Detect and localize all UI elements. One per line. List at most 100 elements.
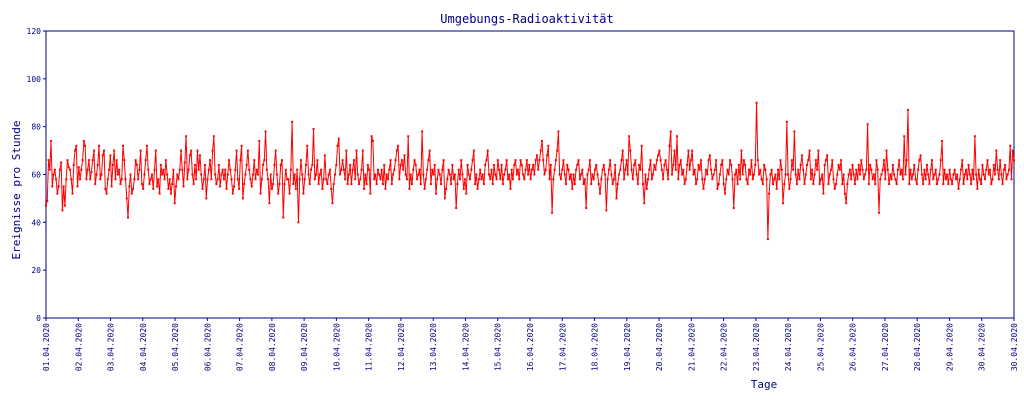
data-point <box>357 183 360 186</box>
data-point <box>187 168 190 171</box>
data-point <box>331 202 334 205</box>
data-point <box>1011 149 1014 152</box>
data-point <box>919 154 922 157</box>
data-point <box>501 183 504 186</box>
data-point <box>611 183 614 186</box>
data-point <box>775 187 778 190</box>
data-point <box>730 163 733 166</box>
data-point <box>270 187 273 190</box>
data-point <box>760 178 763 181</box>
data-point <box>182 185 185 188</box>
data-point <box>648 168 651 171</box>
data-point <box>529 178 532 181</box>
data-point <box>740 149 743 152</box>
x-tick-label: 16.04.2020 <box>526 323 535 371</box>
data-point <box>510 168 513 171</box>
data-point <box>663 163 666 166</box>
data-point <box>277 192 280 195</box>
data-point <box>361 149 364 152</box>
data-point <box>51 185 54 188</box>
y-axis-label: Ereignisse pro Stunde <box>10 120 23 259</box>
data-point <box>130 192 133 195</box>
data-point <box>802 168 805 171</box>
data-point <box>567 168 570 171</box>
data-point <box>79 178 82 181</box>
data-point <box>657 154 660 157</box>
data-point <box>379 178 382 181</box>
data-point <box>50 140 53 143</box>
data-point <box>800 154 803 157</box>
data-point <box>901 178 904 181</box>
data-point <box>612 178 615 181</box>
data-point <box>505 159 508 162</box>
data-point <box>894 178 897 181</box>
data-point <box>718 173 721 176</box>
data-point <box>664 159 667 162</box>
data-point <box>970 183 973 186</box>
data-point <box>821 173 824 176</box>
data-point <box>559 178 562 181</box>
data-point <box>106 178 109 181</box>
data-point <box>436 178 439 181</box>
x-tick-label: 17.04.2020 <box>558 323 567 371</box>
data-point <box>364 173 367 176</box>
data-series <box>45 101 1015 241</box>
data-point <box>202 178 205 181</box>
data-point <box>248 168 251 171</box>
data-point <box>185 135 188 138</box>
data-point <box>52 173 55 176</box>
data-point <box>424 178 427 181</box>
data-point <box>850 178 853 181</box>
data-point <box>95 173 98 176</box>
data-point <box>143 173 146 176</box>
data-point <box>856 178 859 181</box>
data-point <box>263 159 266 162</box>
data-point <box>57 185 60 188</box>
data-point <box>116 173 119 176</box>
data-point <box>562 159 565 162</box>
data-point <box>369 192 372 195</box>
data-point <box>267 178 270 181</box>
x-tick-label: 25.04.2020 <box>816 323 825 371</box>
data-point <box>438 173 441 176</box>
x-tick-label: 03.04.2020 <box>107 323 116 371</box>
data-point <box>427 159 430 162</box>
data-point <box>200 173 203 176</box>
data-point <box>853 183 856 186</box>
data-point <box>537 168 540 171</box>
data-point <box>219 185 222 188</box>
data-point <box>61 209 64 212</box>
data-point <box>132 187 135 190</box>
data-point <box>341 159 344 162</box>
data-point <box>133 178 136 181</box>
data-point <box>85 178 88 181</box>
data-point <box>127 216 130 219</box>
data-point <box>981 163 984 166</box>
data-point <box>668 144 671 147</box>
x-tick-label: 30.04.2020 <box>1010 323 1019 371</box>
data-point <box>366 163 369 166</box>
x-tick-label: 18.04.2020 <box>591 323 600 371</box>
data-point <box>201 187 204 190</box>
data-point <box>90 171 93 174</box>
data-point <box>403 154 406 157</box>
data-point <box>638 163 641 166</box>
data-point <box>720 163 723 166</box>
data-point <box>287 178 290 181</box>
data-point <box>659 159 662 162</box>
data-point <box>869 163 872 166</box>
data-point <box>460 159 463 162</box>
data-point <box>693 168 696 171</box>
data-point <box>1000 173 1003 176</box>
data-point <box>731 178 734 181</box>
data-point <box>147 168 150 171</box>
data-point <box>522 173 525 176</box>
data-point <box>912 173 915 176</box>
data-point <box>923 168 926 171</box>
data-point <box>827 183 830 186</box>
data-point <box>471 159 474 162</box>
data-point <box>727 173 730 176</box>
x-tick-label: 29.04.2020 <box>945 323 954 371</box>
data-point <box>398 178 401 181</box>
data-point <box>523 178 526 181</box>
